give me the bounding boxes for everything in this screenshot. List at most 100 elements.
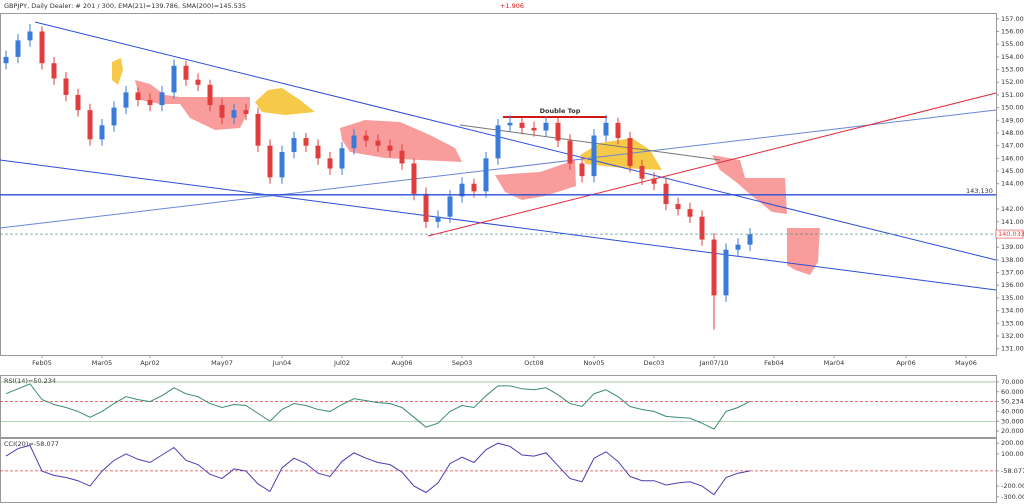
y-tick-label: 134.000 <box>1001 307 1024 315</box>
candle-body <box>135 92 141 100</box>
candle-body <box>639 165 645 179</box>
x-tick-label: Feb04 <box>764 359 784 367</box>
y-tick-label: 146.000 <box>1001 154 1024 162</box>
y-tick-label: 136.000 <box>1001 281 1024 289</box>
y-tick-label: 144.000 <box>1001 180 1024 188</box>
x-tick-label: Mar04 <box>824 359 845 367</box>
candle-body <box>219 105 225 118</box>
last-price-box <box>995 229 1024 239</box>
candle-body <box>399 150 405 164</box>
candle-body <box>495 125 501 159</box>
candle-body <box>519 122 525 128</box>
candle-body <box>39 31 45 64</box>
candle-body <box>315 145 321 159</box>
candle-body <box>99 125 105 140</box>
candle-body <box>231 110 237 118</box>
candle-body <box>615 122 621 139</box>
last-price-label: 140.033 <box>998 230 1024 238</box>
candle-body <box>735 244 741 250</box>
candle-body <box>195 79 201 85</box>
candle-body <box>363 135 369 141</box>
candle-body <box>375 140 381 146</box>
y-tick-label: 200.000 <box>1001 439 1024 447</box>
candle-body <box>123 92 129 108</box>
y-tick-label: -300.000 <box>1001 493 1024 501</box>
candle-body <box>3 56 9 64</box>
main-frame <box>0 13 997 356</box>
y-tick-label: 150.000 <box>1001 104 1024 112</box>
candle-body <box>111 107 117 126</box>
x-tick-label: Nov05 <box>584 359 605 367</box>
candle-body <box>651 178 657 184</box>
y-tick-label: 156.000 <box>1001 27 1024 35</box>
x-tick-label: Jan07/10 <box>699 359 729 367</box>
candle-body <box>459 183 465 197</box>
y-tick-label: 131.000 <box>1001 345 1024 353</box>
candle-body <box>591 135 597 177</box>
candle-body <box>303 138 309 146</box>
candle-body <box>447 196 453 217</box>
candle-body <box>183 65 189 80</box>
x-tick-label: Apr06 <box>896 359 916 367</box>
candle-body <box>699 216 705 240</box>
candle-body <box>663 183 669 205</box>
pattern-label: Double Top <box>540 107 581 115</box>
candle-body <box>159 92 165 106</box>
x-tick-label: Dec03 <box>644 359 665 367</box>
x-tick-label: Aug06 <box>392 359 413 367</box>
x-tick-label: Apr02 <box>140 359 160 367</box>
y-tick-label: 141.000 <box>1001 218 1024 226</box>
candle-body <box>147 100 153 106</box>
candle-body <box>567 140 573 164</box>
x-tick-label: Feb05 <box>32 359 52 367</box>
candle-body <box>483 158 489 192</box>
y-tick-label: 157.000 <box>1001 15 1024 23</box>
candle-body <box>243 110 249 114</box>
candle-body <box>603 122 609 136</box>
x-tick-label: Mar05 <box>92 359 113 367</box>
candle-body <box>171 65 177 93</box>
candle-body <box>531 127 537 131</box>
indicator-line <box>5 442 751 496</box>
cci-title: CCI(20)=-58.077 <box>4 440 59 448</box>
y-tick-label: 149.000 <box>1001 116 1024 124</box>
candle-body <box>255 113 261 146</box>
y-tick-label: 133.000 <box>1001 319 1024 327</box>
y-tick-label: 152.000 <box>1001 78 1024 86</box>
candle-body <box>387 145 393 151</box>
y-tick-label: 142.000 <box>1001 205 1024 213</box>
y-tick-label: 147.000 <box>1001 142 1024 150</box>
y-tick-label: -58.077 <box>1001 467 1024 475</box>
candle-body <box>555 122 561 141</box>
candle-body <box>339 148 345 169</box>
y-tick-label: 151.000 <box>1001 91 1024 99</box>
candle-body <box>723 249 729 296</box>
y-tick-label: 135.000 <box>1001 294 1024 302</box>
candle-body <box>15 40 21 57</box>
candle-body <box>471 183 477 192</box>
x-tick-label: Jun04 <box>272 359 291 367</box>
y-tick-label: 100.000 <box>1001 450 1024 458</box>
y-tick-label: 145.000 <box>1001 167 1024 175</box>
y-tick-label: 40.000 <box>1001 407 1024 415</box>
candle-body <box>291 138 297 153</box>
y-tick-label: 30.000 <box>1001 417 1024 425</box>
y-tick-label: 137.000 <box>1001 269 1024 277</box>
y-tick-label: 132.000 <box>1001 332 1024 340</box>
change-label: +1.906 <box>500 2 524 10</box>
candle-body <box>207 84 213 106</box>
candle-body <box>87 110 93 140</box>
candle-body <box>543 122 549 131</box>
candle-body <box>627 138 633 166</box>
chart-info: GBPJPY, Daily Dealer: # 201 / 300, EMA(2… <box>4 2 246 10</box>
candle-body <box>687 209 693 217</box>
candle-body <box>267 145 273 178</box>
trend-lines <box>0 21 997 291</box>
candle-body <box>327 158 333 169</box>
y-tick-label: 138.000 <box>1001 256 1024 264</box>
rsi-title: RSI(14)=50.234 <box>4 377 56 385</box>
y-tick-label: 20.000 <box>1001 427 1024 435</box>
